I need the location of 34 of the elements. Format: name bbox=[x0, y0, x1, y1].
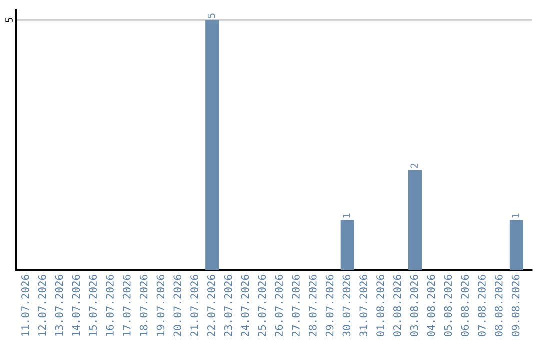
x-tick-label: 30.07.2026 bbox=[342, 275, 351, 336]
x-tick-label: 04.08.2026 bbox=[427, 275, 436, 336]
x-tick-label: 31.07.2026 bbox=[360, 275, 368, 336]
x-tick-label: 12.07.2026 bbox=[38, 275, 46, 336]
x-tick-label: 22.07.2026 bbox=[208, 275, 216, 336]
x-tick-label: 08.08.2026 bbox=[494, 275, 503, 336]
x-tick-label: 06.08.2026 bbox=[461, 275, 470, 336]
x-tick-label: 15.07.2026 bbox=[89, 275, 98, 336]
x-tick-label: 07.08.2026 bbox=[478, 275, 486, 336]
x-tick-label: 29.07.2026 bbox=[326, 275, 334, 336]
x-tick-label: 14.07.2026 bbox=[72, 275, 80, 336]
x-tick-label: 24.07.2026 bbox=[241, 275, 250, 336]
x-tick-label: 02.08.2026 bbox=[393, 275, 402, 336]
x-tick-label: 18.07.2026 bbox=[140, 275, 148, 336]
x-tick-label: 21.07.2026 bbox=[190, 275, 198, 336]
x-tick-label: 13.07.2026 bbox=[55, 275, 64, 336]
data-label: 2 bbox=[410, 164, 418, 168]
data-label: 1 bbox=[512, 214, 520, 218]
x-tick-label: 25.07.2026 bbox=[258, 275, 266, 336]
x-tick-label: 05.08.2026 bbox=[444, 275, 452, 336]
x-tick-label: 11.07.2026 bbox=[22, 275, 30, 336]
data-label: 1 bbox=[343, 214, 350, 218]
x-tick-label: 01.08.2026 bbox=[376, 275, 384, 336]
x-tick-label: 19.07.2026 bbox=[156, 275, 165, 336]
x-tick-label: 23.07.2026 bbox=[224, 275, 232, 336]
x-tick-label: 17.07.2026 bbox=[122, 275, 131, 336]
x-tick-label: 27.07.2026 bbox=[292, 275, 300, 336]
x-tick-label: 28.07.2026 bbox=[308, 275, 317, 336]
x-tick-label: 20.07.2026 bbox=[174, 275, 182, 336]
x-tick-label: 03.08.2026 bbox=[410, 275, 418, 336]
x-tick-label: 26.07.2026 bbox=[275, 275, 284, 336]
x-tick-label: 09.08.2026 bbox=[512, 275, 520, 336]
x-tick-label: 16.07.2026 bbox=[106, 275, 114, 336]
data-label: 5 bbox=[208, 14, 216, 18]
